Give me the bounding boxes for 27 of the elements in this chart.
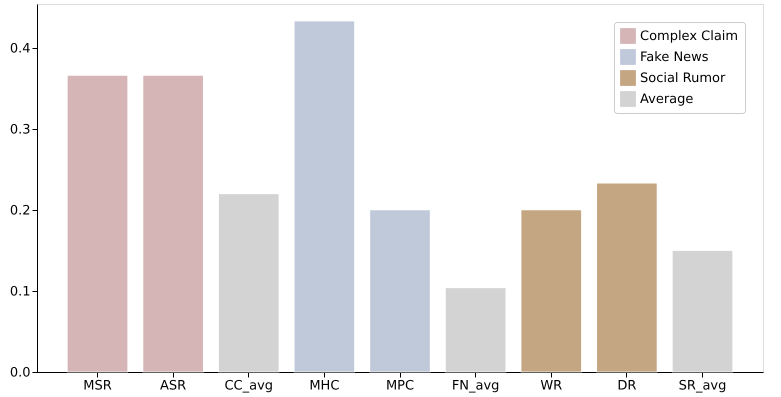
bar [520,209,582,372]
x-tick-label: MSR [83,378,112,394]
legend-label: Social Rumor [640,71,726,86]
y-tick-label: 0.1 [10,284,30,300]
y-tick-label: 0.2 [10,203,30,218]
x-tick-label: MHC [309,378,340,394]
bar [142,74,204,372]
x-tick-label: SR_avg [678,378,726,394]
x-tick-label: CC_avg [224,378,274,394]
bar [294,20,356,372]
bar [66,74,128,372]
y-tick-label: 0.0 [10,366,30,380]
bar [672,250,734,372]
x-tick-label: FN_avg [452,378,500,394]
bar [444,287,506,372]
legend-label: Complex Claim [640,29,738,44]
y-tick-label: 0.3 [10,122,30,138]
legend-label: Average [640,92,694,107]
bar [218,193,280,372]
x-tick-label: WR [540,378,562,394]
bar [369,209,431,372]
y-tick-label: 0.4 [10,41,30,56]
bar [596,182,658,372]
legend-label: Fake News [640,50,709,65]
x-tick-label: ASR [160,378,186,394]
x-tick-label: DR [617,378,636,394]
x-tick-label: MPC [386,378,414,394]
